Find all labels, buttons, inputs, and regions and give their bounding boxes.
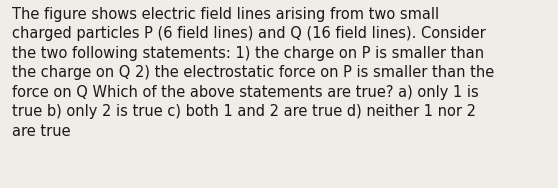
- Text: The figure shows electric field lines arising from two small
charged particles P: The figure shows electric field lines ar…: [12, 7, 494, 139]
